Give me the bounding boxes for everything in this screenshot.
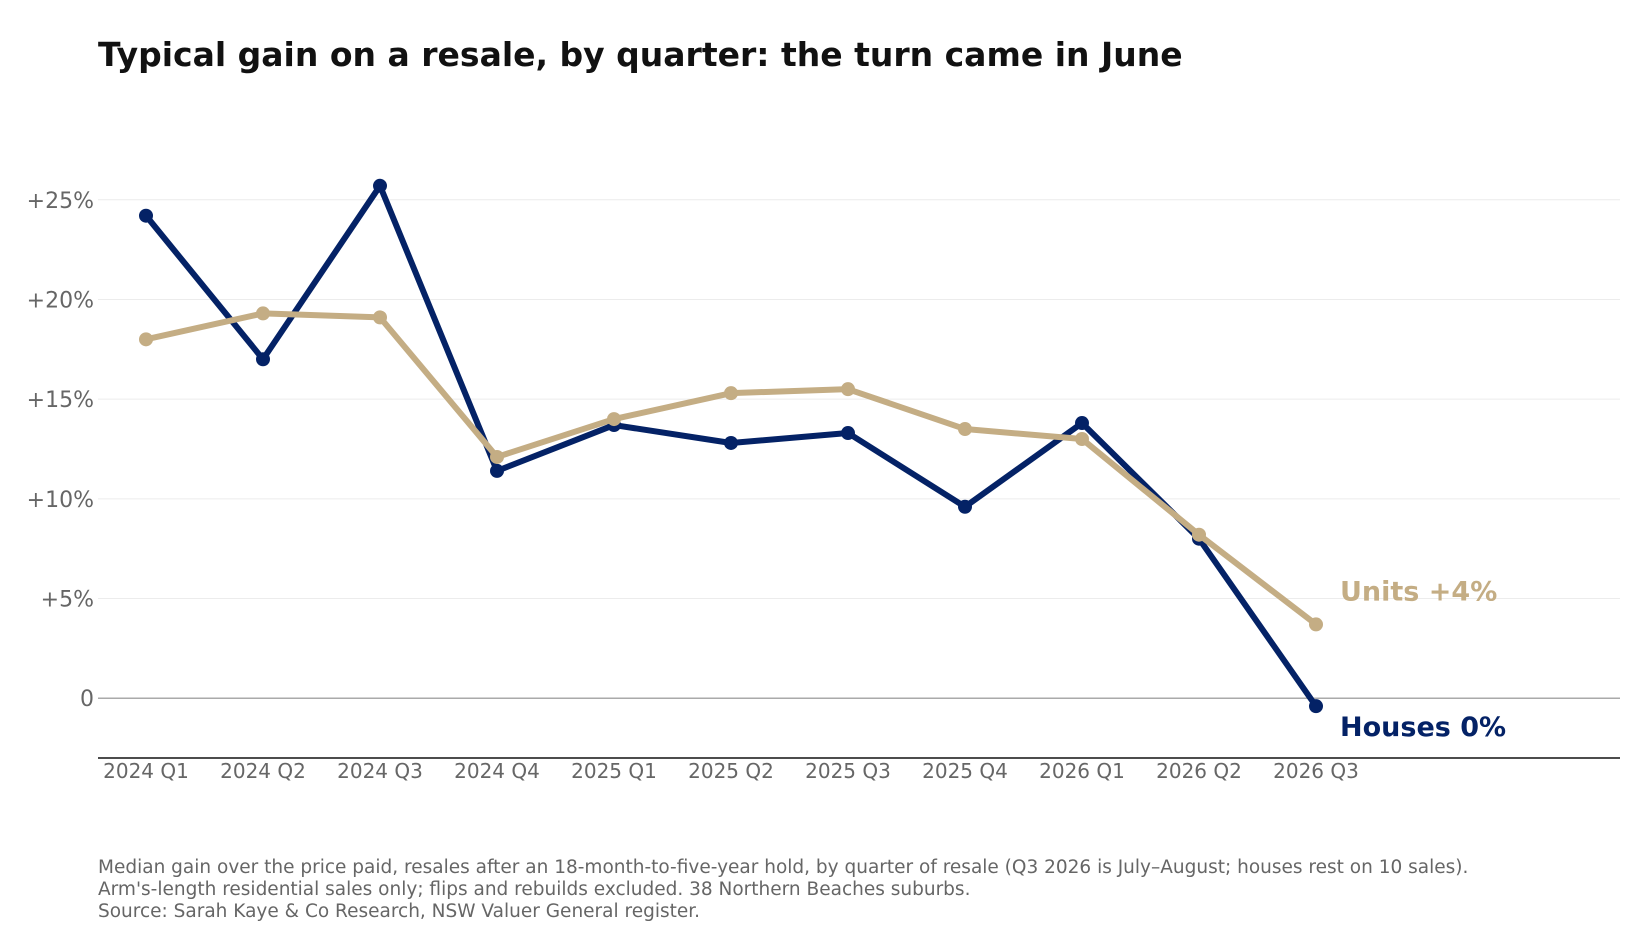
x-tick-label: 2025 Q4 [922, 759, 1008, 783]
footnote-line-1: Median gain over the price paid, resales… [98, 857, 1468, 878]
end-label-units: Units +4% [1340, 576, 1497, 607]
x-tick-label: 2026 Q2 [1156, 759, 1242, 783]
y-tick-label: +20% [27, 288, 94, 313]
y-axis-ticks: 0 +5% +10% +15% +20% +25% [27, 189, 94, 712]
series-houses [139, 178, 1323, 714]
x-tick-label: 2024 Q1 [103, 759, 189, 783]
data-point-units [1075, 432, 1089, 446]
data-point-houses [139, 208, 153, 223]
y-tick-label: +10% [27, 488, 94, 513]
y-tick-label: +15% [27, 388, 94, 413]
data-point-houses [958, 499, 972, 514]
footnote-line-2: Arm's-length residential sales only; fli… [98, 879, 970, 900]
chart-title: Typical gain on a resale, by quarter: th… [98, 35, 1183, 74]
data-point-units [958, 422, 972, 437]
data-point-units [724, 386, 738, 401]
end-labels: Houses 0% Units +4% [1340, 576, 1506, 743]
series-units [139, 306, 1323, 632]
data-point-houses [841, 426, 855, 441]
data-point-units [841, 382, 855, 397]
footnote-line-3: Source: Sarah Kaye & Co Research, NSW Va… [98, 901, 700, 922]
x-tick-label: 2026 Q1 [1039, 759, 1125, 783]
data-point-houses [490, 463, 504, 478]
x-tick-label: 2025 Q3 [805, 759, 891, 783]
data-point-units [256, 306, 270, 321]
x-tick-label: 2024 Q4 [454, 759, 540, 783]
data-point-units [607, 412, 621, 427]
x-tick-label: 2024 Q2 [220, 759, 306, 783]
x-tick-label: 2025 Q1 [571, 759, 657, 783]
data-point-units [139, 332, 153, 347]
series-line-units [143, 310, 1319, 628]
data-point-houses [373, 178, 387, 193]
end-label-houses: Houses 0% [1340, 712, 1506, 743]
y-tick-label: +5% [41, 588, 94, 613]
data-point-units [373, 310, 387, 325]
x-axis-ticks: 2024 Q1 2024 Q2 2024 Q3 2024 Q4 2025 Q1 2025 … [103, 759, 1359, 783]
data-point-units [1192, 527, 1206, 542]
series-group [139, 178, 1323, 714]
y-tick-label: +25% [27, 189, 94, 214]
data-point-houses [256, 352, 270, 367]
gridlines [98, 199, 1620, 599]
y-tick-label: 0 [80, 687, 94, 712]
data-point-houses [1309, 699, 1323, 714]
data-point-houses [1075, 416, 1089, 431]
data-point-units [1309, 617, 1323, 632]
data-point-houses [724, 435, 738, 450]
x-tick-label: 2026 Q3 [1273, 759, 1359, 783]
x-tick-label: 2024 Q3 [337, 759, 423, 783]
data-point-units [490, 449, 504, 464]
x-tick-label: 2025 Q2 [688, 759, 774, 783]
